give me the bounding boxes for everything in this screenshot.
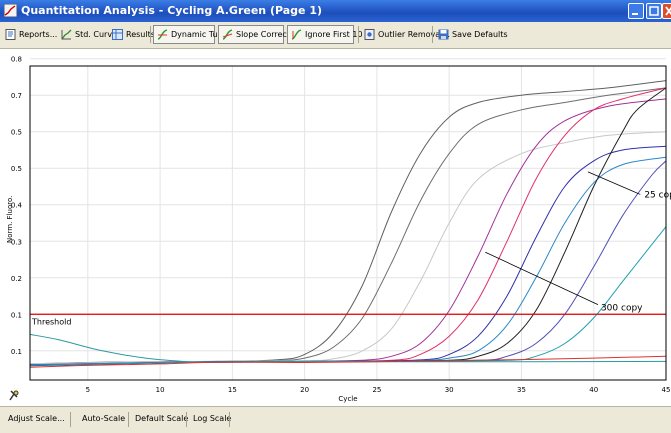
x-tick-label: 30	[445, 386, 454, 394]
amplification-curve[interactable]	[29, 80, 667, 365]
x-tick-label: 20	[300, 386, 309, 394]
reports-button[interactable]: Reports...	[2, 25, 57, 44]
save-defaults-button[interactable]: Save Defaults	[435, 25, 508, 44]
std-curve-label: Std. Curve	[75, 30, 117, 39]
y-axis-label: Norm. Fluoro.	[6, 196, 14, 243]
x-tick-label: 40	[589, 386, 598, 394]
y-tick-labels: 0.1 0.1 0.2 0.3 0.4 0.5 0.5 0.7 0.8	[11, 56, 23, 356]
y-tick-label: 0.3	[11, 238, 22, 246]
statusbar-divider	[186, 412, 187, 427]
dynamic-tube-label: Dynamic Tube	[171, 30, 228, 39]
status-bar: Adjust Scale... Auto-Scale Default Scale…	[0, 406, 671, 433]
x-tick-label: 45	[662, 386, 671, 394]
statusbar-divider	[70, 412, 71, 427]
ignore-first-label: Ignore First 10	[305, 30, 363, 39]
amplification-curve[interactable]	[29, 355, 667, 368]
save-icon	[438, 29, 449, 40]
save-defaults-label: Save Defaults	[452, 30, 508, 39]
amplification-curve[interactable]	[29, 145, 667, 367]
results-button[interactable]: Results	[109, 25, 155, 44]
outlier-removal-icon	[364, 29, 375, 40]
outlier-removal-label: Outlier Removal...	[378, 30, 450, 39]
x-tick-label: 25	[372, 386, 381, 394]
grid-lines	[30, 58, 667, 380]
std-curve-button[interactable]: Std. Curve	[58, 25, 117, 44]
minimize-button[interactable]	[628, 3, 644, 19]
toolbar-divider	[358, 26, 359, 43]
toolbar: Reports... Std. Curve Results Dynamic Tu…	[0, 22, 671, 49]
results-icon	[112, 29, 123, 40]
annotation-300-copy: 300 copy	[601, 304, 643, 314]
ignore-first-icon	[291, 29, 302, 40]
pin-icon[interactable]	[8, 390, 20, 402]
log-scale-button[interactable]: Log Scale	[193, 414, 232, 423]
annotation-leader	[587, 171, 641, 195]
amplification-chart[interactable]: 0.1 0.1 0.2 0.3 0.4 0.5 0.5 0.7 0.8 5 10 15 20 25 30 3…	[0, 49, 671, 406]
amplification-curve[interactable]	[29, 98, 667, 366]
results-label: Results	[126, 30, 155, 39]
x-tick-label: 10	[156, 386, 165, 394]
window-title: Quantitation Analysis - Cycling A.Green …	[21, 4, 323, 17]
y-tick-label: 0.7	[11, 92, 22, 100]
app-icon	[4, 4, 17, 17]
reports-icon	[5, 29, 16, 40]
toolbar-divider	[150, 26, 151, 43]
toolbar-divider	[432, 26, 433, 43]
default-scale-button[interactable]: Default Scale	[135, 414, 189, 423]
y-tick-label: 0.1	[11, 348, 22, 356]
plot-area: 0.1 0.1 0.2 0.3 0.4 0.5 0.5 0.7 0.8 5 10 15 20 25 30 3…	[0, 49, 671, 406]
maximize-button[interactable]	[646, 3, 662, 19]
y-tick-label: 0.8	[11, 56, 22, 64]
statusbar-divider	[128, 412, 129, 427]
x-tick-label: 5	[86, 386, 90, 394]
reports-label: Reports...	[19, 30, 58, 39]
x-tick-label: 15	[228, 386, 237, 394]
amplification-curve[interactable]	[29, 156, 667, 366]
dynamic-tube-icon	[157, 29, 168, 40]
annotation-25-copy: 25 copy	[644, 190, 671, 200]
annotation-leader	[485, 251, 599, 305]
amplification-curve[interactable]	[29, 160, 667, 366]
y-tick-label: 0.5	[11, 165, 22, 173]
outlier-removal-button[interactable]: Outlier Removal...	[361, 25, 450, 44]
statusbar-divider	[229, 412, 230, 427]
x-tick-labels: 5 10 15 20 25 30 35 40 45	[86, 386, 671, 394]
y-tick-label: 0.4	[11, 202, 23, 210]
slope-correct-label: Slope Correct	[236, 30, 290, 39]
adjust-scale-button[interactable]: Adjust Scale...	[8, 414, 65, 423]
amplification-curves	[29, 80, 667, 368]
amplification-curve[interactable]	[29, 226, 667, 366]
maximize-icon	[649, 6, 659, 16]
plot-frame	[29, 65, 667, 381]
slope-correct-button[interactable]: Slope Correct	[218, 25, 290, 44]
auto-scale-button[interactable]: Auto-Scale	[82, 414, 126, 423]
y-tick-label: 0.5	[11, 129, 22, 137]
threshold-label: Threshold	[31, 317, 71, 326]
ignore-first-button[interactable]: Ignore First 10	[287, 25, 363, 44]
dynamic-tube-button[interactable]: Dynamic Tube	[153, 25, 228, 44]
close-button[interactable]	[662, 3, 671, 19]
y-tick-label: 0.1	[11, 311, 22, 319]
x-tick-label: 35	[517, 386, 526, 394]
x-axis-label: Cycle	[338, 395, 357, 403]
close-icon	[665, 6, 671, 16]
y-tick-label: 0.2	[11, 275, 22, 283]
title-bar: Quantitation Analysis - Cycling A.Green …	[0, 0, 671, 22]
amplification-curve[interactable]	[29, 87, 667, 366]
amplification-curve[interactable]	[29, 131, 667, 365]
std-curve-icon	[61, 29, 72, 40]
minimize-icon	[632, 13, 638, 15]
slope-correct-icon	[222, 29, 233, 40]
annotations: 25 copy 300 copy	[485, 171, 671, 314]
